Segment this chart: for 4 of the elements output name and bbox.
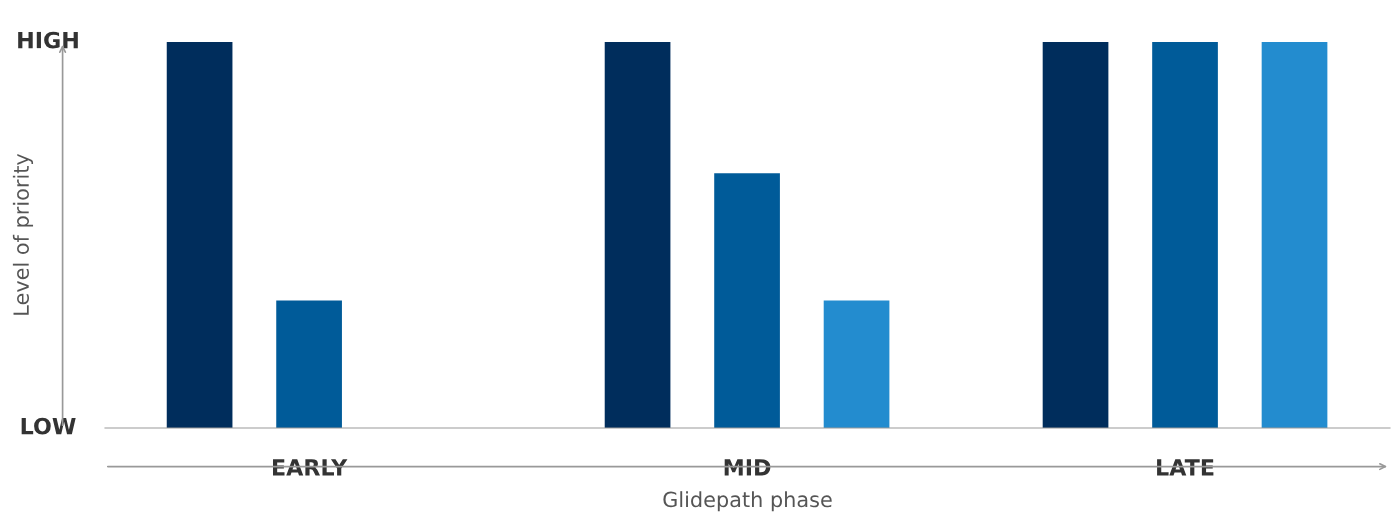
x-axis-title: Glidepath phase [663,491,832,512]
y-axis-title: Level of priority [12,153,34,315]
text: HIGH [18,31,78,49]
text: LOW [21,417,76,435]
